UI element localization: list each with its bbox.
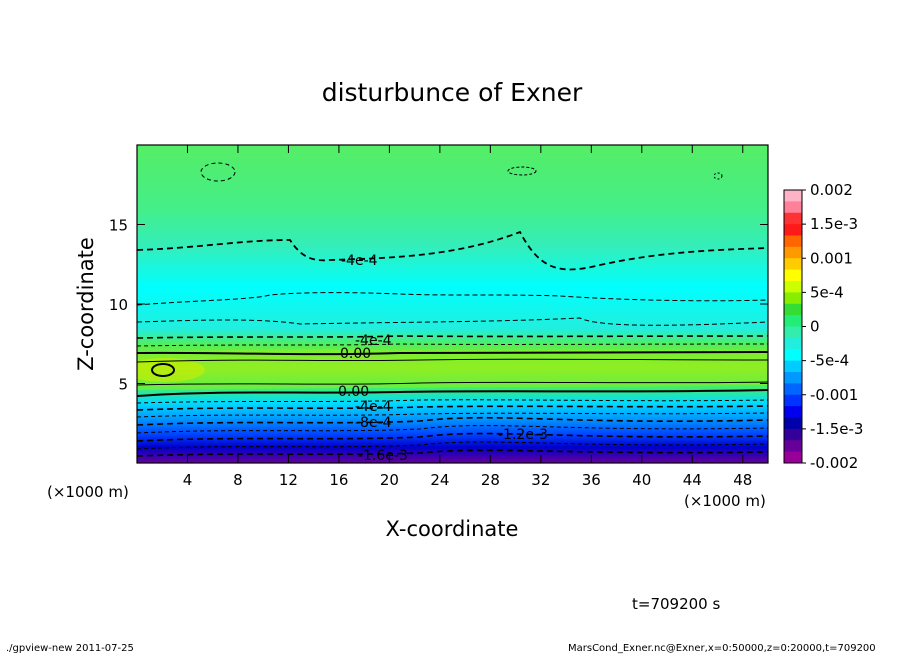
contour-loop (713, 172, 723, 180)
colorbar-tick-label: 0.002 (810, 181, 853, 199)
contour-labels: -4e-4 -4e-4 0.00 0.00 -4e-4 -8e-4 -1.2e-… (338, 253, 548, 464)
warm-cell (137, 358, 205, 382)
colorbar-swatch (784, 258, 802, 271)
y-tick-label: 10 (109, 296, 128, 314)
contour-label: -4e-4 (355, 399, 392, 415)
colorbar-swatch (784, 372, 802, 384)
x-tick-label: 24 (430, 471, 449, 489)
colorbar-tick-label: 5e-4 (810, 283, 844, 301)
contour-line (137, 292, 768, 306)
colorbar-swatch (784, 201, 802, 214)
contour-line (137, 358, 768, 363)
colorbar-swatch (784, 440, 802, 453)
colorbar-tick-label: -0.001 (810, 386, 858, 404)
colorbar-swatch (784, 349, 802, 362)
contour-line (137, 381, 768, 386)
colorbar-swatch (784, 315, 802, 327)
y-tick-label: 5 (118, 376, 128, 394)
y-tick-label: 15 (109, 217, 128, 235)
colorbar-swatch (784, 337, 802, 350)
x-axis: 4 8 12 16 20 24 28 32 36 40 44 48 (183, 145, 752, 489)
colorbar-swatch (784, 360, 802, 373)
colorbar-tick-label: 1.5e-3 (810, 215, 858, 233)
contour-line (137, 416, 768, 426)
colorbar-swatch (784, 281, 802, 293)
field-fill (137, 145, 768, 463)
y-axis-label: Z-coordinate (74, 237, 98, 371)
contour-label: -4e-4 (341, 253, 378, 269)
colorbar-tick-label: -1.5e-3 (810, 420, 863, 438)
x-tick-label: 36 (582, 471, 601, 489)
footer-left: ./gpview-new 2011-07-25 (6, 643, 134, 654)
time-label: t=709200 s (632, 595, 720, 613)
x-tick-label: 32 (531, 471, 550, 489)
x-tick-label: 20 (380, 471, 399, 489)
colorbar-swatch (784, 224, 802, 236)
contour-label: -1.6e-3 (358, 448, 408, 464)
colorbar-tick-label: 0 (810, 318, 820, 336)
contour-line (137, 405, 768, 411)
colorbar-swatch (784, 451, 802, 464)
contour-line (137, 449, 768, 457)
colorbar-swatch (784, 406, 802, 418)
x-tick-label: 40 (632, 471, 651, 489)
colorbar-swatch (784, 326, 802, 339)
contour-label: 0.00 (340, 346, 371, 362)
x-tick-label: 28 (481, 471, 500, 489)
colorbar-tick-label: 0.001 (810, 249, 853, 267)
x-tick-label: 44 (683, 471, 702, 489)
contour-line (137, 425, 768, 434)
contour-line (137, 399, 768, 404)
contour-loop (151, 363, 175, 377)
contour-line (137, 351, 768, 356)
x-axis-label: X-coordinate (386, 517, 519, 541)
contour-label: -1.2e-3 (498, 427, 548, 443)
colorbar-swatch (784, 212, 802, 225)
colorbar-swatch (784, 235, 802, 248)
contour-line (137, 441, 768, 450)
contour-line (137, 335, 768, 339)
colorbar-swatch (784, 246, 802, 259)
colorbar-swatch (784, 417, 802, 430)
contour-loop (200, 162, 236, 182)
contour-line (137, 412, 768, 418)
x-tick-label: 4 (183, 471, 193, 489)
colorbar-swatch (784, 269, 802, 282)
x-unit-note: (×1000 m) (684, 492, 766, 510)
contour-line (137, 230, 768, 271)
colorbar-swatch (784, 428, 802, 441)
colorbar-tick-label: -5e-4 (810, 352, 849, 370)
contour-line (137, 317, 768, 326)
contour-label: 0.00 (338, 384, 369, 400)
y-axis: 5 10 15 (109, 217, 768, 394)
x-tick-label: 12 (279, 471, 298, 489)
colorbar-swatch (784, 394, 802, 407)
colorbar-swatch (784, 292, 802, 305)
colorbar-swatch (784, 190, 802, 202)
y-unit-note: (×1000 m) (47, 483, 129, 501)
chart-title: disturbunce of Exner (322, 78, 583, 107)
contour-line (137, 389, 768, 397)
plot-area (137, 145, 768, 463)
x-tick-label: 8 (233, 471, 243, 489)
contour-line (137, 432, 768, 442)
colorbar: 0.002 1.5e-3 0.001 5e-4 0 -5e-4 -0.001 -1.5e-3 -… (783, 181, 863, 472)
colorbar-tick-label: -0.002 (810, 454, 858, 472)
colorbar-swatch (784, 383, 802, 396)
footer-right: MarsCond_Exner.nc@Exner,x=0:50000,z=0:20… (568, 643, 876, 654)
contour-label: -8e-4 (355, 415, 392, 431)
x-tick-label: 48 (733, 471, 752, 489)
contour-loop (507, 166, 537, 176)
x-tick-label: 16 (329, 471, 348, 489)
colorbar-swatch (784, 303, 802, 316)
contour-label: -4e-4 (355, 333, 392, 349)
contour-line (137, 343, 768, 347)
